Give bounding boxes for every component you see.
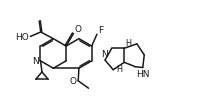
Text: N: N [32, 57, 39, 66]
Text: N: N [101, 50, 108, 59]
Text: HO: HO [16, 32, 29, 41]
Text: O: O [74, 24, 82, 33]
Text: HN: HN [136, 69, 150, 78]
Text: O: O [69, 77, 76, 86]
Text: H: H [116, 64, 122, 73]
Text: F: F [98, 26, 103, 34]
Text: H: H [126, 39, 132, 48]
